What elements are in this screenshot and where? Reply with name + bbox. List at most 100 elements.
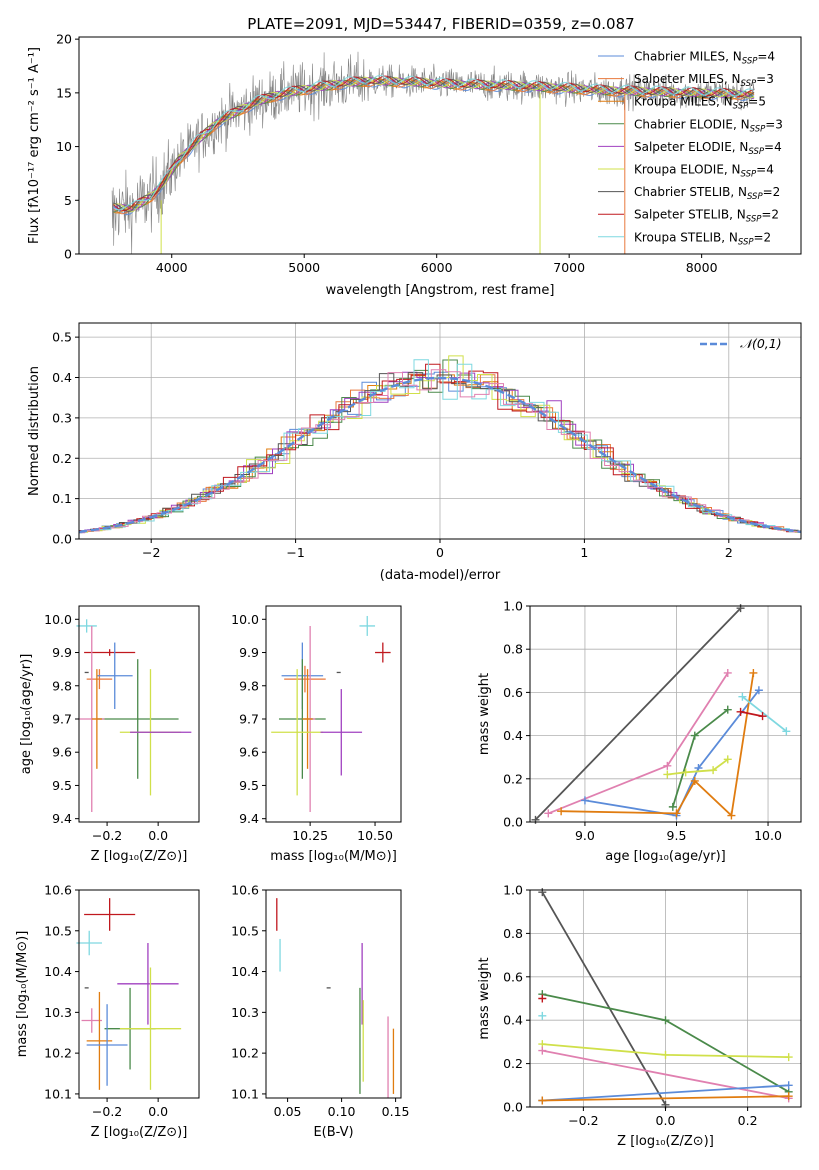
x-axis-label: E(B-V) — [313, 1125, 353, 1140]
x-tick-label: −2 — [142, 545, 160, 560]
plus-marker — [663, 770, 672, 779]
y-tick-label: 9.5 — [52, 778, 72, 793]
x-tick-label: 0.0 — [148, 828, 168, 843]
x-tick-label: 0.0 — [656, 1113, 676, 1128]
y-tick-label: 0.0 — [503, 1100, 523, 1115]
plus-marker — [557, 807, 566, 816]
y-tick-label: 20 — [56, 32, 72, 47]
axes-frame — [78, 322, 802, 540]
y-tick-label: 10.5 — [44, 923, 72, 938]
plot-area — [79, 355, 801, 534]
error-point — [84, 649, 136, 656]
x-tick-label: −0.2 — [568, 1113, 598, 1128]
x-tick-label: −1 — [286, 545, 304, 560]
axes-frame — [529, 605, 802, 823]
plus-marker — [784, 1092, 793, 1101]
plus-marker — [580, 796, 589, 805]
y-tick-label: 9.8 — [52, 678, 72, 693]
error-point — [271, 669, 324, 796]
y-tick-label: 10.3 — [231, 1005, 259, 1020]
x-axis-label: Z [log₁₀(Z/Z⊙)] — [91, 1125, 188, 1140]
plus-marker — [538, 888, 547, 897]
x-tick-label: 9.0 — [575, 828, 595, 843]
x-tick-label: −0.2 — [92, 1104, 122, 1119]
y-tick-label: 9.5 — [239, 778, 259, 793]
error-point — [96, 659, 179, 779]
weight-line — [542, 1049, 789, 1100]
y-tick-label: 0.0 — [52, 532, 72, 547]
y-axis-label: Flux [fλ10⁻¹⁷ erg cm⁻² s⁻¹ A⁻¹] — [27, 47, 42, 244]
weight-series — [580, 686, 763, 820]
x-axis-label: mass [log₁₀(M/M⊙)] — [270, 849, 397, 864]
y-tick-label: 10.4 — [231, 964, 259, 979]
error-point — [76, 930, 102, 956]
plus-marker — [784, 1053, 793, 1062]
plus-marker — [538, 1011, 547, 1020]
y-tick-label: 0.8 — [503, 642, 523, 657]
x-axis-label: age [log₁₀(age/yr)] — [605, 849, 726, 864]
legend-label: Salpeter STELIB, NSSP=2 — [634, 208, 779, 225]
axes-frame — [78, 605, 200, 823]
figure-title: PLATE=2091, MJD=53447, FIBERID=0359, z=0… — [247, 15, 634, 33]
y-tick-label: 1.0 — [503, 883, 523, 898]
x-tick-label: 4000 — [156, 260, 188, 275]
panel-spectrum: 4000 5000 6000 7000 8000 0 5 10 15 20 Chabrier MIL… — [27, 32, 802, 298]
y-axis-label: mass weight — [477, 957, 492, 1039]
normal-curve — [79, 376, 801, 534]
weight-series — [557, 668, 758, 820]
x-tick-label: 0.10 — [328, 1104, 356, 1119]
y-tick-label: 10.0 — [231, 612, 259, 627]
y-tick-label: 10.4 — [44, 964, 72, 979]
panel-mass_vs_Z: −0.2 0.0 10.1 10.2 10.3 10.4 10.5 10.6 Z [log₁₀(… — [15, 883, 200, 1140]
plus-marker — [727, 811, 736, 820]
legend-label: Salpeter MILES, NSSP=3 — [634, 72, 774, 89]
model-line — [113, 75, 755, 212]
plus-marker — [681, 768, 690, 777]
x-axis-label: wavelength [Angstrom, rest frame] — [326, 283, 555, 298]
error-point — [86, 669, 113, 690]
y-tick-label: 0.1 — [52, 491, 72, 506]
weight-series — [538, 888, 670, 1109]
y-tick-label: 9.6 — [239, 745, 259, 760]
legend-label: Salpeter ELODIE, NSSP=4 — [634, 140, 782, 157]
x-axis-label: (data-model)/error — [380, 568, 501, 583]
axes-frame — [529, 889, 802, 1108]
plus-marker — [538, 994, 547, 1003]
plus-marker — [663, 761, 672, 770]
weight-series — [738, 692, 791, 736]
y-axis-label: mass [log₁₀(M/M⊙)] — [15, 931, 30, 1058]
axes-frame — [78, 889, 200, 1099]
legend: Chabrier MILES, NSSP=4 Salpeter MILES, NS… — [598, 50, 783, 247]
panel-weight_vs_age: 9.0 9.5 10.0 0.0 0.2 0.4 0.6 0.8 1.0 age [log₁₀(a… — [477, 599, 802, 864]
panel-mass_vs_ebv: 0.05 0.10 0.15 10.1 10.2 10.3 10.4 10.5 10.6 E(B-… — [231, 883, 409, 1141]
plus-marker — [661, 1016, 670, 1025]
y-tick-label: 10.2 — [44, 1046, 72, 1061]
weight-line — [542, 1095, 789, 1102]
error-point — [91, 669, 102, 769]
legend-label: Chabrier MILES, NSSP=4 — [634, 50, 775, 67]
axes-frame — [265, 605, 402, 823]
y-tick-label: 0.4 — [503, 728, 523, 743]
plus-marker — [736, 604, 745, 613]
x-tick-label: 10.50 — [357, 828, 393, 843]
legend-label: Kroupa MILES, NSSP=5 — [634, 95, 766, 112]
panel-residuals: −2 −1 0 1 2 0.0 0.1 0.2 0.3 0.4 0.5 𝒩(0,1) (data-mod… — [27, 322, 802, 583]
plus-marker — [758, 712, 767, 721]
y-tick-label: 10.2 — [231, 1046, 259, 1061]
error-point — [320, 689, 363, 776]
legend-label: Kroupa ELODIE, NSSP=4 — [634, 163, 774, 180]
plus-marker — [538, 1096, 547, 1105]
y-tick-label: 9.4 — [52, 811, 72, 826]
y-axis-label: age [log₁₀(age/yr)] — [19, 654, 34, 775]
y-tick-label: 10.5 — [231, 923, 259, 938]
error-point — [86, 1004, 128, 1086]
legend-label: Chabrier ELODIE, NSSP=3 — [634, 117, 783, 134]
plus-marker — [690, 776, 699, 785]
y-tick-label: 10.6 — [231, 883, 259, 898]
plus-marker — [538, 1046, 547, 1055]
x-tick-label: 10.0 — [754, 828, 782, 843]
y-axis-label: mass weight — [477, 673, 492, 755]
plus-marker — [723, 755, 732, 764]
model-line — [113, 74, 755, 211]
